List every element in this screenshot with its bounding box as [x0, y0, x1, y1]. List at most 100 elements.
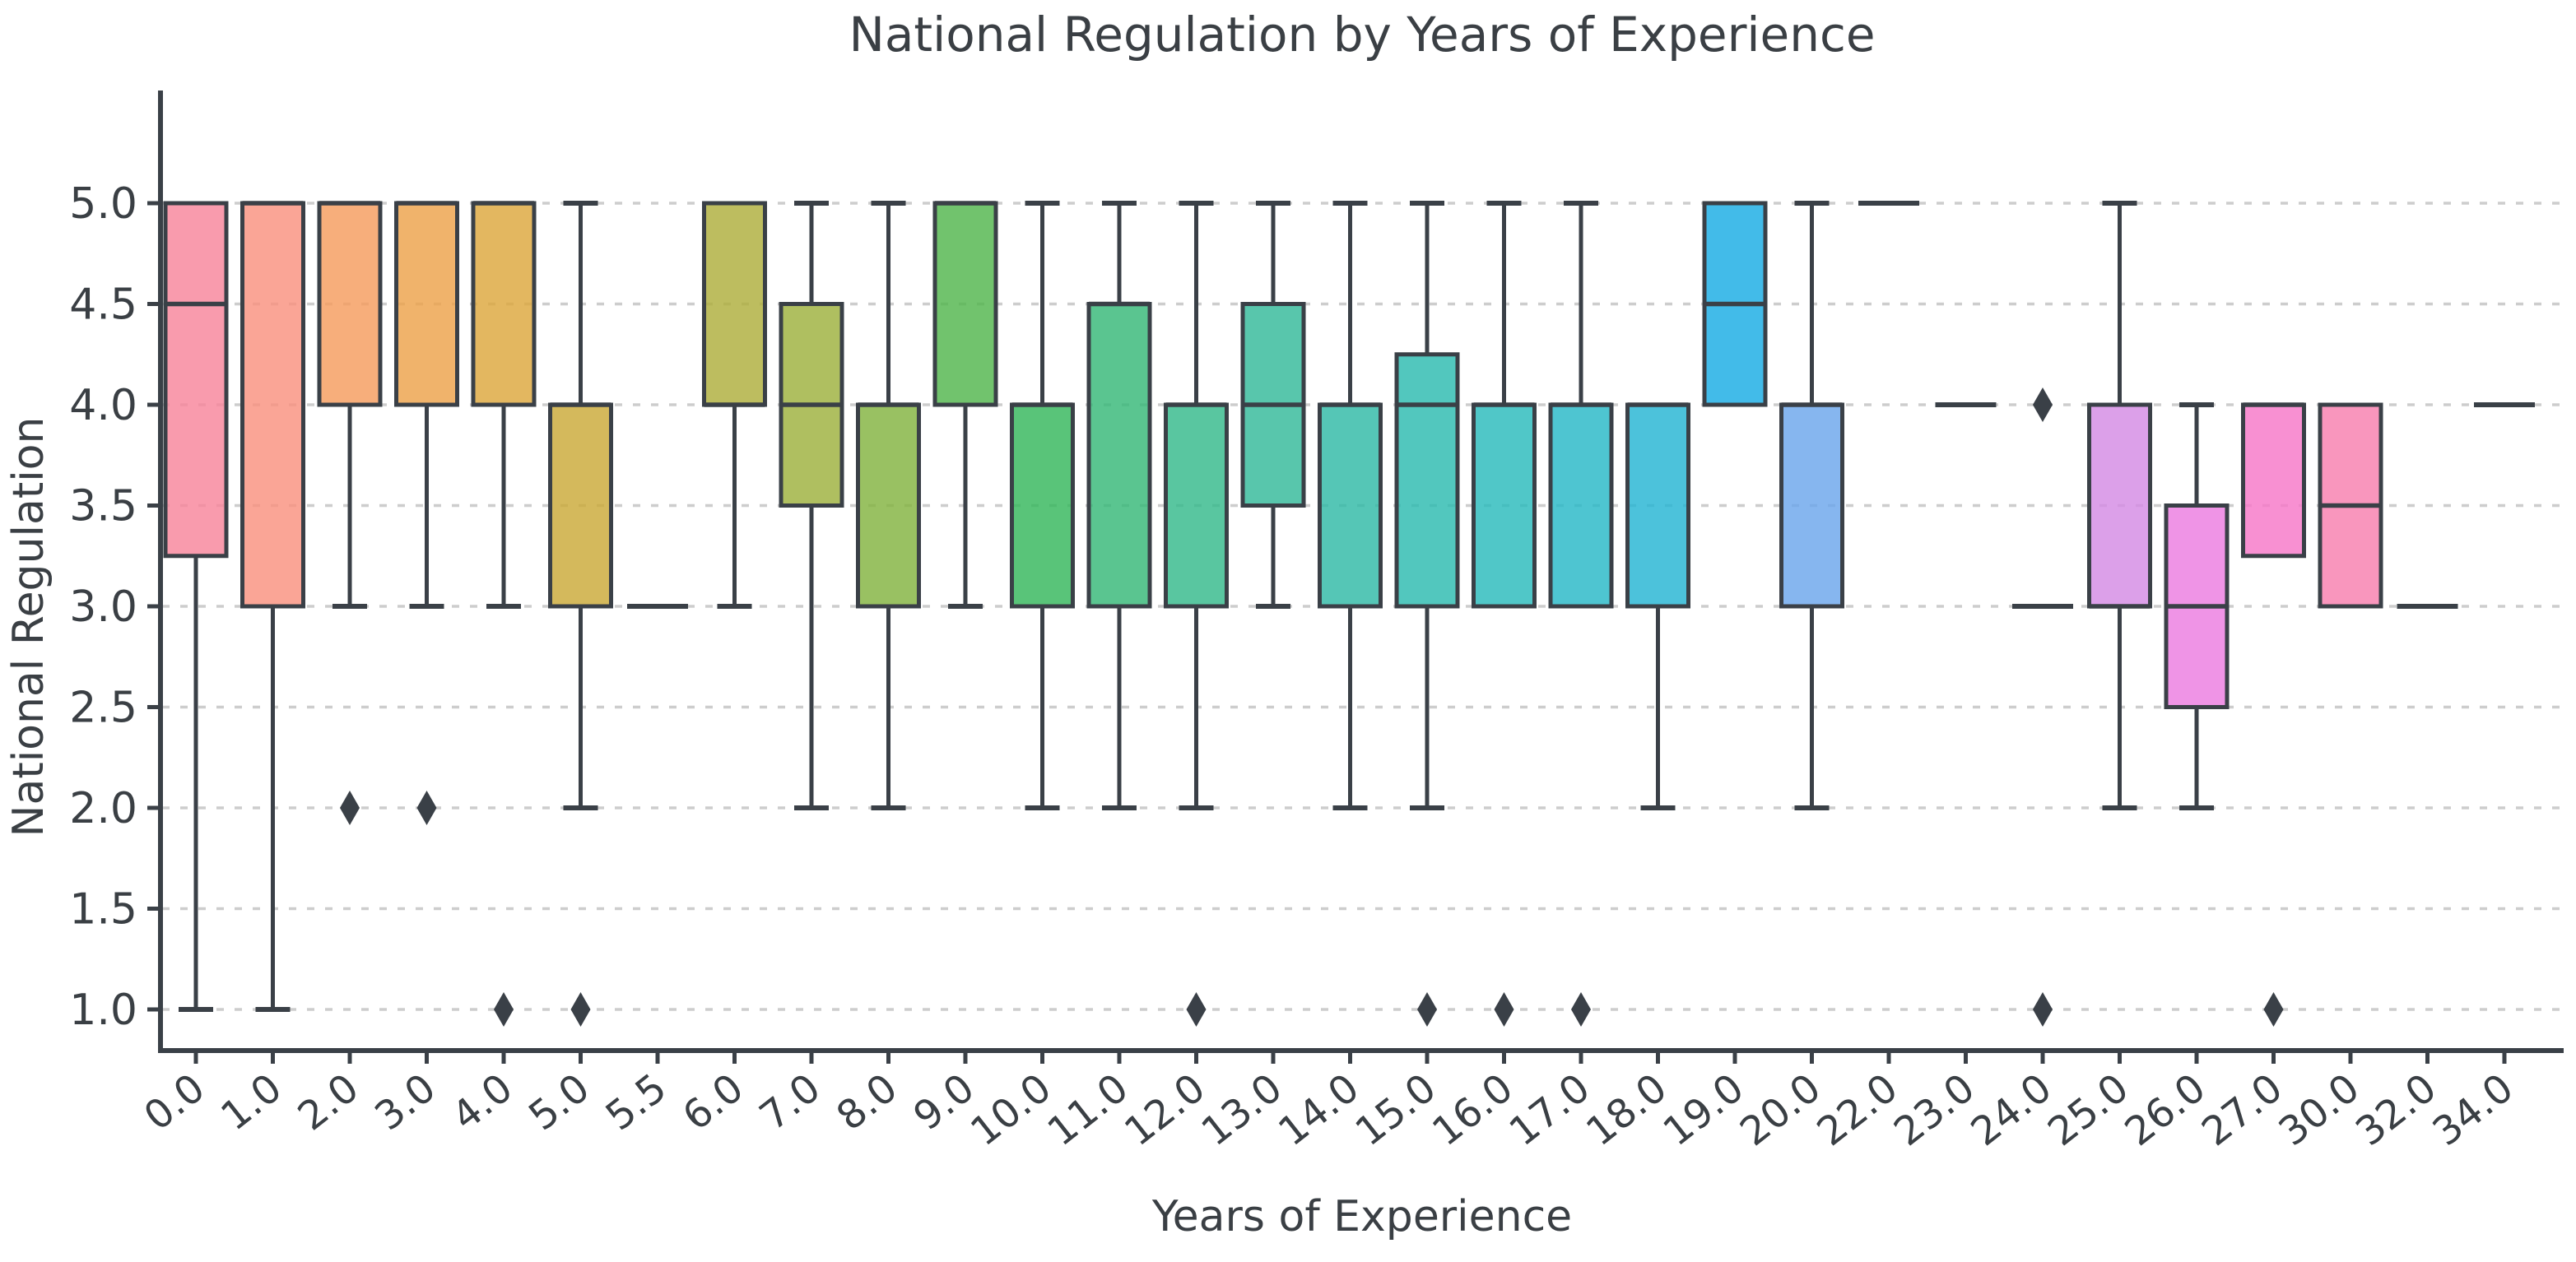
box-layer	[163, 201, 2535, 1027]
x-tick-label: 25.0	[2039, 1065, 2137, 1155]
box-group-25.0	[2087, 201, 2152, 810]
y-tick-label: 2.0	[69, 784, 137, 833]
box-group-7.0	[779, 201, 844, 810]
box-17.0	[1548, 402, 1614, 609]
box-group-20.0	[1779, 201, 1844, 810]
box-2.0	[317, 201, 383, 407]
box-9.0	[932, 201, 998, 407]
box-group-8.0	[856, 201, 921, 810]
x-tick-label: 19.0	[1655, 1065, 1753, 1155]
y-tick-label: 3.5	[69, 482, 137, 531]
box-20.0	[1779, 402, 1844, 609]
y-tick-label: 4.0	[69, 381, 137, 430]
box-group-12.0	[1164, 201, 1229, 1027]
outlier-diamond	[2033, 387, 2053, 422]
y-tick-label: 5.0	[69, 179, 137, 229]
x-tick-label: 27.0	[2193, 1065, 2291, 1155]
box-27.0	[2241, 402, 2306, 559]
y-tick-label: 2.5	[69, 684, 137, 733]
box-12.0	[1164, 402, 1229, 609]
box-group-24.0	[2012, 387, 2073, 1027]
box-group-5.0	[548, 201, 613, 1027]
box-18.0	[1625, 402, 1690, 609]
y-tick-label: 1.5	[69, 885, 137, 935]
box-group-19.0	[1702, 201, 1768, 407]
box-3.0	[394, 201, 459, 407]
box-4.0	[471, 201, 537, 407]
outlier-diamond	[2033, 992, 2053, 1027]
box-group-6.0	[702, 201, 767, 609]
x-tick-label: 22.0	[1809, 1065, 1907, 1155]
label-layer: National Regulation by Years of Experien…	[4, 7, 1876, 1241]
box-0.0	[163, 201, 229, 559]
box-group-4.0	[471, 201, 537, 1027]
x-tick-label: 30.0	[2271, 1065, 2369, 1155]
x-tick-label: 23.0	[1886, 1065, 1983, 1155]
outlier-diamond	[570, 992, 591, 1027]
x-tick-label: 8.0	[828, 1065, 906, 1139]
box-10.0	[1010, 402, 1075, 609]
x-tick-label: 32.0	[2347, 1065, 2445, 1155]
x-tick-label: 24.0	[1963, 1065, 2061, 1155]
box-group-2.0	[317, 201, 383, 825]
box-11.0	[1086, 302, 1152, 609]
box-14.0	[1318, 402, 1383, 609]
box-5.0	[548, 402, 613, 609]
outlier-diamond	[2263, 992, 2284, 1027]
x-tick-label: 1.0	[212, 1065, 291, 1139]
outlier-diamond	[1494, 992, 1514, 1027]
x-tick-label: 11.0	[1039, 1065, 1137, 1155]
outlier-diamond	[1417, 992, 1437, 1027]
x-tick-label: 34.0	[2425, 1065, 2523, 1155]
x-tick-label: 13.0	[1193, 1065, 1291, 1155]
box-15.0	[1394, 352, 1460, 609]
box-6.0	[702, 201, 767, 407]
x-tick-label: 17.0	[1501, 1065, 1599, 1155]
chart-title: National Regulation by Years of Experien…	[849, 7, 1875, 63]
x-tick-label: 4.0	[444, 1065, 522, 1139]
x-tick-label: 18.0	[1578, 1065, 1676, 1155]
x-tick-label: 6.0	[674, 1065, 752, 1139]
outlier-diamond	[1186, 992, 1207, 1027]
box-group-16.0	[1472, 201, 1537, 1027]
box-25.0	[2087, 402, 2152, 609]
box-group-30.0	[2318, 402, 2383, 609]
box-group-9.0	[932, 201, 998, 609]
x-tick-label: 14.0	[1270, 1065, 1368, 1155]
box-group-17.0	[1548, 201, 1614, 1027]
y-axis-title: National Regulation	[4, 417, 53, 837]
x-tick-label: 15.0	[1347, 1065, 1445, 1155]
x-tick-label: 26.0	[2117, 1065, 2215, 1155]
x-axis-title: Years of Experience	[1151, 1192, 1572, 1241]
box-group-26.0	[2164, 402, 2230, 810]
x-tick-label: 3.0	[366, 1065, 444, 1139]
y-tick-label: 4.5	[69, 281, 137, 330]
x-tick-label: 7.0	[751, 1065, 830, 1139]
x-tick-label: 20.0	[1732, 1065, 1830, 1155]
box-group-0.0	[163, 201, 229, 1012]
box-1.0	[240, 201, 305, 609]
x-tick-label: 2.0	[290, 1065, 368, 1139]
x-tick-label: 5.5	[598, 1065, 676, 1139]
box-group-15.0	[1394, 201, 1460, 1027]
x-tick-label: 0.0	[136, 1065, 214, 1139]
outlier-diamond	[1571, 992, 1591, 1027]
box-8.0	[856, 402, 921, 609]
box-group-13.0	[1240, 201, 1306, 609]
box-group-1.0	[240, 201, 305, 1012]
outlier-diamond	[416, 791, 437, 825]
y-tick-label: 3.0	[69, 582, 137, 632]
box-group-10.0	[1010, 201, 1075, 810]
box-16.0	[1472, 402, 1537, 609]
y-tick-label: 1.0	[69, 986, 137, 1035]
box-group-11.0	[1086, 201, 1152, 810]
box-group-14.0	[1318, 201, 1383, 810]
outlier-diamond	[340, 791, 360, 825]
x-tick-label: 16.0	[1424, 1065, 1522, 1155]
box-group-27.0	[2241, 402, 2306, 1027]
box-group-18.0	[1625, 402, 1690, 810]
box-group-3.0	[394, 201, 459, 825]
x-tick-label: 5.0	[520, 1065, 598, 1139]
x-tick-label: 10.0	[962, 1065, 1060, 1155]
